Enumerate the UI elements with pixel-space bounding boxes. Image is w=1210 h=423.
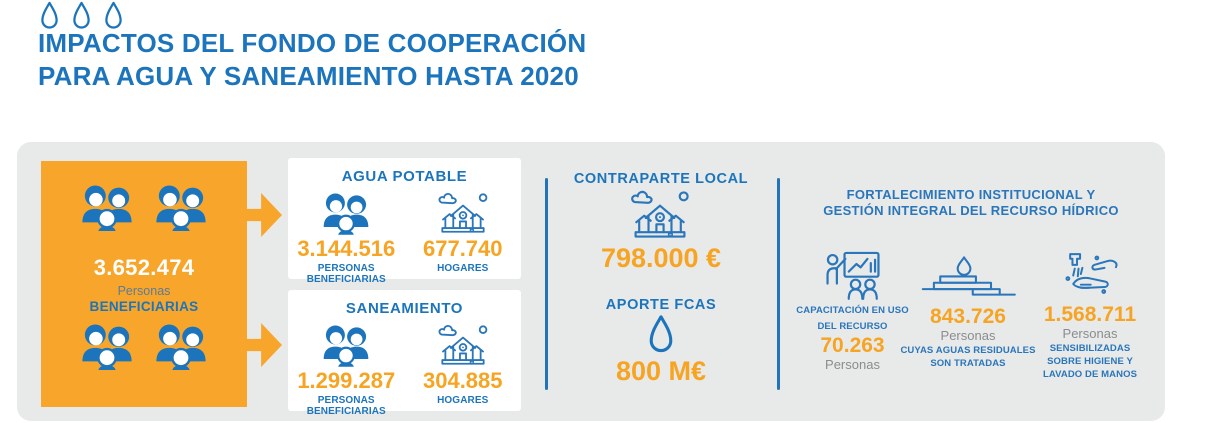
stat-label: PERSONAS BENEFICIARIAS (306, 263, 386, 285)
stat-label-line2: SOBRE HIGIENE Y (1047, 356, 1133, 367)
stat-hogares: 304.885 HOGARES (405, 321, 522, 417)
family-group-row (41, 321, 247, 371)
training-icon (825, 250, 881, 300)
handwashing-icon (1061, 249, 1119, 299)
card-saneamiento: SANEAMIENTO 1.299.287 PERSONAS BENEFICIA… (288, 290, 521, 417)
family-icon (317, 323, 375, 367)
contraparte-value: 798.000 € (600, 243, 722, 273)
stat-label-line3: LAVADO DE MANOS (1042, 369, 1138, 380)
stat-value: 843.726 (930, 305, 1006, 328)
family-group-icon (75, 321, 139, 371)
stat-personas: 3.144.516 PERSONAS BENEFICIARIAS (288, 189, 405, 285)
stat-value: 1.299.287 (297, 368, 396, 393)
stat-label-line1: SENSIBILIZADAS (1049, 343, 1131, 354)
aporte-value: 800 M€ (615, 356, 707, 386)
beneficiaries-box: 3.652.474 Personas BENEFICIARIAS (41, 161, 247, 407)
card-title: AGUA POTABLE (341, 168, 468, 185)
water-drop-icon (645, 314, 677, 357)
institutional-title-line2: GESTIÓN INTEGRAL DEL RECURSO HÍDRICO (823, 203, 1119, 218)
stat-label-line1: CUYAS AGUAS RESIDUALES (900, 345, 1036, 356)
stat-label: PERSONAS BENEFICIARIAS (306, 395, 386, 417)
stat-value: 304.885 (422, 368, 503, 393)
house-icon (435, 323, 491, 368)
stat-value: 677.740 (422, 236, 503, 261)
stat-unit: Personas (825, 357, 880, 372)
stat-unit: Personas (1062, 326, 1118, 341)
wastewater-treatment-icon (916, 255, 1020, 301)
house-icon (627, 188, 693, 242)
stat-label: HOGARES (437, 263, 489, 274)
beneficiaries-value: 3.652.474 (93, 255, 195, 280)
aporte-title: APORTE FCAS (605, 297, 717, 313)
family-group-icon (75, 182, 139, 232)
family-group-row (41, 182, 247, 232)
stat-label-line2: SON TRATADAS (930, 358, 1006, 369)
beneficiaries-unit: Personas (117, 284, 171, 298)
stat-value: 3.144.516 (297, 236, 396, 261)
stat-label-line2: DEL RECURSO (817, 321, 888, 332)
institutional-title-line1: FORTALECIMIENTO INSTITUCIONAL Y (846, 187, 1096, 202)
stat-capacitacion: CAPACITACIÓN EN USO DEL RECURSO 70.263 P… (790, 250, 915, 372)
beneficiaries-label: BENEFICIARIAS (89, 299, 199, 314)
stat-hogares: 677.740 HOGARES (405, 189, 522, 285)
stat-higiene: 1.568.711 Personas SENSIBILIZADAS SOBRE … (1027, 249, 1153, 380)
stat-label-line1: CAPACITACIÓN EN USO (796, 305, 909, 316)
vertical-divider (777, 178, 780, 390)
contraparte-title: CONTRAPARTE LOCAL (573, 171, 749, 187)
family-group-icon (149, 182, 213, 232)
page-title-line1: IMPACTOS DEL FONDO DE COOPERACIÓN (38, 28, 587, 58)
card-agua-potable: AGUA POTABLE 3.144.516 PERSONAS BENEFICI… (288, 158, 521, 285)
stat-unit: Personas (940, 328, 996, 343)
page-title-line2: PARA AGUA Y SANEAMIENTO HASTA 2020 (38, 61, 579, 91)
stat-label: HOGARES (437, 395, 489, 406)
institutional-title: FORTALECIMIENTO INSTITUCIONAL Y GESTIÓN … (795, 187, 1147, 219)
page-title: IMPACTOS DEL FONDO DE COOPERACIÓN PARA A… (38, 27, 586, 93)
stat-personas: 1.299.287 PERSONAS BENEFICIARIAS (288, 321, 405, 417)
family-group-icon (149, 321, 213, 371)
card-title: SANEAMIENTO (345, 300, 464, 317)
stat-value: 1.568.711 (1043, 303, 1137, 326)
stat-aguas-tratadas: 843.726 Personas CUYAS AGUAS RESIDUALES … (898, 255, 1038, 369)
family-icon (317, 191, 375, 235)
stat-value: 70.263 (820, 334, 885, 357)
vertical-divider (545, 178, 548, 390)
house-icon (435, 191, 491, 236)
